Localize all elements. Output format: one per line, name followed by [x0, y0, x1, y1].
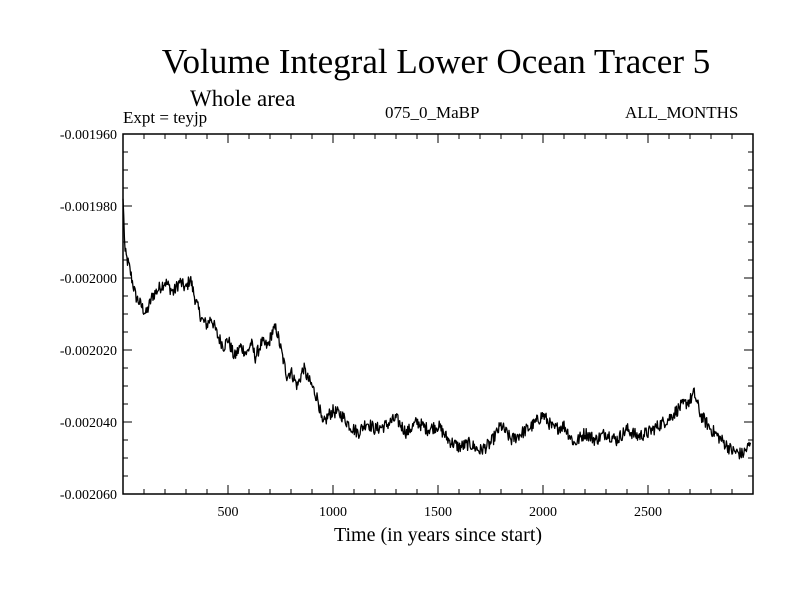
x-axis-label: Time (in years since start) — [333, 524, 543, 546]
series-layer — [122, 198, 752, 460]
chart-title: Volume Integral Lower Ocean Tracer 5 — [161, 42, 711, 81]
case-label: 075_0_MaBP — [385, 103, 480, 122]
chart-subtitle: Whole area — [190, 86, 296, 111]
x-tick-label: 2500 — [634, 505, 662, 520]
series-line — [122, 198, 752, 460]
y-tick-label: -0.001960 — [60, 128, 117, 143]
period-label: ALL_MONTHS — [625, 103, 739, 122]
plot-frame — [122, 133, 754, 495]
axis-ticks — [123, 133, 753, 495]
x-tick-label: 2000 — [529, 505, 557, 520]
y-tick-label: -0.002000 — [60, 272, 117, 287]
y-tick-label: -0.002020 — [60, 344, 117, 359]
x-tick-label: 1500 — [424, 505, 452, 520]
y-tick-label: -0.002060 — [60, 488, 117, 503]
y-tick-label: -0.002040 — [60, 416, 117, 431]
x-tick-label: 500 — [218, 505, 239, 520]
y-tick-label: -0.001980 — [60, 200, 117, 215]
axis-tick-labels: -0.002060 -0.002040 -0.002020 -0.002000 -0.0… — [60, 128, 662, 520]
experiment-label: Expt = teyjp — [123, 108, 208, 127]
x-tick-label: 1000 — [319, 505, 347, 520]
